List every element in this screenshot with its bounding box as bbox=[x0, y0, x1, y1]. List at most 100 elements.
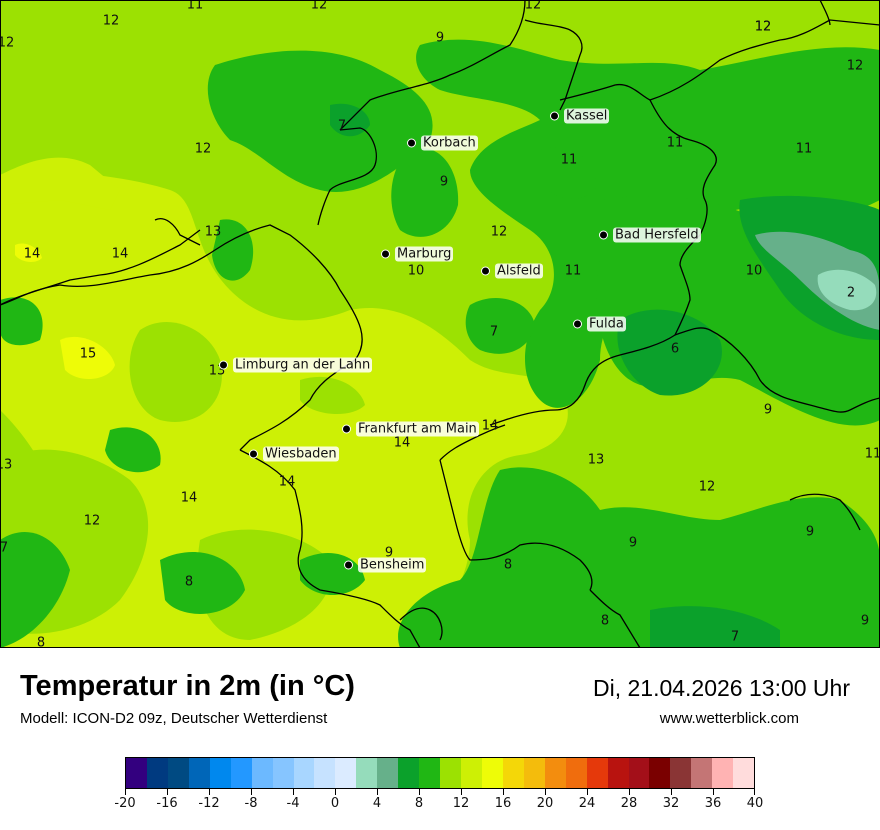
temperature-map[interactable]: 11 12 12 12 12 12 9 12 12 7 12 11 11 11 9 13 12 14 14 10 11 1… bbox=[0, 0, 880, 648]
colorbar-tick bbox=[461, 789, 462, 795]
temperature-value: 2 bbox=[846, 285, 856, 301]
city-dot-icon bbox=[599, 230, 608, 240]
city-name: Kassel bbox=[564, 108, 610, 124]
temperature-value: 14 bbox=[23, 246, 41, 262]
city-marker[interactable]: Limburg an der Lahn bbox=[219, 357, 373, 373]
colorbar-tick-label: 12 bbox=[452, 796, 470, 811]
temperature-value: 10 bbox=[745, 263, 763, 279]
colorbar-segment bbox=[628, 758, 650, 788]
city-name: Bensheim bbox=[358, 557, 427, 573]
colorbar-tick-label: -12 bbox=[198, 796, 220, 811]
city-marker[interactable]: Wiesbaden bbox=[249, 446, 339, 462]
temperature-value: 12 bbox=[83, 513, 101, 529]
colorbar-segment bbox=[335, 758, 357, 788]
temperature-value: 9 bbox=[384, 545, 394, 561]
temperature-value: 10 bbox=[407, 263, 425, 279]
temperature-value: 12 bbox=[490, 224, 508, 240]
city-name: Wiesbaden bbox=[263, 446, 339, 462]
temperature-value: 11 bbox=[795, 141, 813, 157]
temperature-value: 15 bbox=[79, 346, 97, 362]
city-marker[interactable]: Frankfurt am Main bbox=[342, 421, 479, 437]
temperature-value: 13 bbox=[587, 452, 605, 468]
city-marker[interactable]: Bensheim bbox=[344, 557, 427, 573]
colorbar-ticks: -20 -16 -12 -8 -4 0 4 8 12 16 20 24 28 32 36 40 bbox=[114, 789, 763, 819]
colorbar-segment bbox=[167, 758, 189, 788]
colorbar-segment bbox=[691, 758, 713, 788]
temperature-value: 9 bbox=[628, 535, 638, 551]
colorbar-tick-label: -4 bbox=[286, 796, 300, 811]
forecast-datetime: Di, 21.04.2026 13:00 Uhr bbox=[592, 675, 850, 701]
temperature-field bbox=[0, 0, 880, 648]
city-marker[interactable]: Kassel bbox=[550, 108, 610, 124]
city-dot-icon bbox=[407, 138, 416, 148]
city-dot-icon bbox=[344, 560, 353, 570]
city-dot-icon bbox=[550, 111, 559, 121]
colorbar-tick-label: -16 bbox=[156, 796, 178, 811]
colorbar-tick-label: 16 bbox=[494, 796, 512, 811]
colorbar-tick bbox=[754, 789, 755, 795]
temperature-value: 8 bbox=[600, 613, 610, 629]
colorbar-tick-label: 40 bbox=[746, 796, 764, 811]
temperature-value: 8 bbox=[503, 557, 513, 573]
temperature-value: 14 bbox=[111, 246, 129, 262]
temperature-value: 11 bbox=[564, 263, 582, 279]
colorbar-segment bbox=[398, 758, 420, 788]
temperature-value: 12 bbox=[754, 19, 772, 35]
colorbar-segment bbox=[230, 758, 252, 788]
colorbar-segment bbox=[523, 758, 545, 788]
colorbar-segment bbox=[607, 758, 629, 788]
city-name: Alsfeld bbox=[495, 263, 543, 279]
temperature-value: 8 bbox=[184, 574, 194, 590]
temperature-value: 8 bbox=[36, 635, 46, 649]
colorbar-tick bbox=[335, 789, 336, 795]
colorbar-tick bbox=[545, 789, 546, 795]
temperature-value: 11 bbox=[666, 135, 684, 151]
temperature-value: 9 bbox=[805, 524, 815, 540]
colorbar-segment bbox=[377, 758, 399, 788]
colorbar-tick-label: 24 bbox=[578, 796, 596, 811]
temperature-value: 12 bbox=[0, 35, 15, 51]
temperature-value: 7 bbox=[730, 629, 740, 645]
colorbar-segment bbox=[314, 758, 336, 788]
colorbar-segment bbox=[565, 758, 587, 788]
colorbar-segment bbox=[544, 758, 566, 788]
city-marker[interactable]: Alsfeld bbox=[481, 263, 543, 279]
model-subtitle: Modell: ICON-D2 09z, Deutscher Wetterdie… bbox=[20, 710, 328, 727]
colorbar-segment bbox=[356, 758, 378, 788]
temperature-value: 14 bbox=[278, 474, 296, 490]
temperature-value: 12 bbox=[194, 141, 212, 157]
city-marker[interactable]: Bad Hersfeld bbox=[599, 227, 701, 243]
colorbar-tick bbox=[209, 789, 210, 795]
colorbar-tick bbox=[503, 789, 504, 795]
colorbar-tick bbox=[587, 789, 588, 795]
colorbar-segment bbox=[461, 758, 482, 788]
colorbar-tick bbox=[671, 789, 672, 795]
colorbar-tick bbox=[713, 789, 714, 795]
temperature-value: 12 bbox=[754, 19, 772, 35]
colorbar-tick bbox=[167, 789, 168, 795]
city-marker[interactable]: Marburg bbox=[381, 246, 454, 262]
temperature-value: 14 bbox=[393, 435, 411, 451]
temperature-value: 11 bbox=[560, 152, 578, 168]
city-marker[interactable]: Korbach bbox=[407, 135, 478, 151]
city-dot-icon bbox=[219, 360, 228, 370]
temperature-value: 6 bbox=[670, 341, 680, 357]
colorbar-segment bbox=[146, 758, 168, 788]
city-name: Fulda bbox=[587, 316, 626, 332]
temperature-value: 12 bbox=[846, 58, 864, 74]
colorbar-segment bbox=[481, 758, 503, 788]
colorbar-segment bbox=[502, 758, 524, 788]
city-marker[interactable]: Fulda bbox=[573, 316, 626, 332]
colorbar-tick-label: 20 bbox=[536, 796, 554, 811]
colorbar-tick bbox=[251, 789, 252, 795]
colorbar-tick-label: -8 bbox=[244, 796, 258, 811]
colorbar-segment bbox=[440, 758, 461, 788]
colorbar-tick-label: 28 bbox=[620, 796, 638, 811]
temperature-value: 11 bbox=[864, 446, 880, 462]
temperature-value: 9 bbox=[860, 613, 870, 629]
city-dot-icon bbox=[573, 319, 582, 329]
website-link[interactable]: www.wetterblick.com bbox=[659, 710, 799, 727]
colorbar-segment bbox=[419, 758, 441, 788]
temperature-value: 7 bbox=[337, 118, 347, 134]
temperature-value: 9 bbox=[435, 30, 445, 46]
